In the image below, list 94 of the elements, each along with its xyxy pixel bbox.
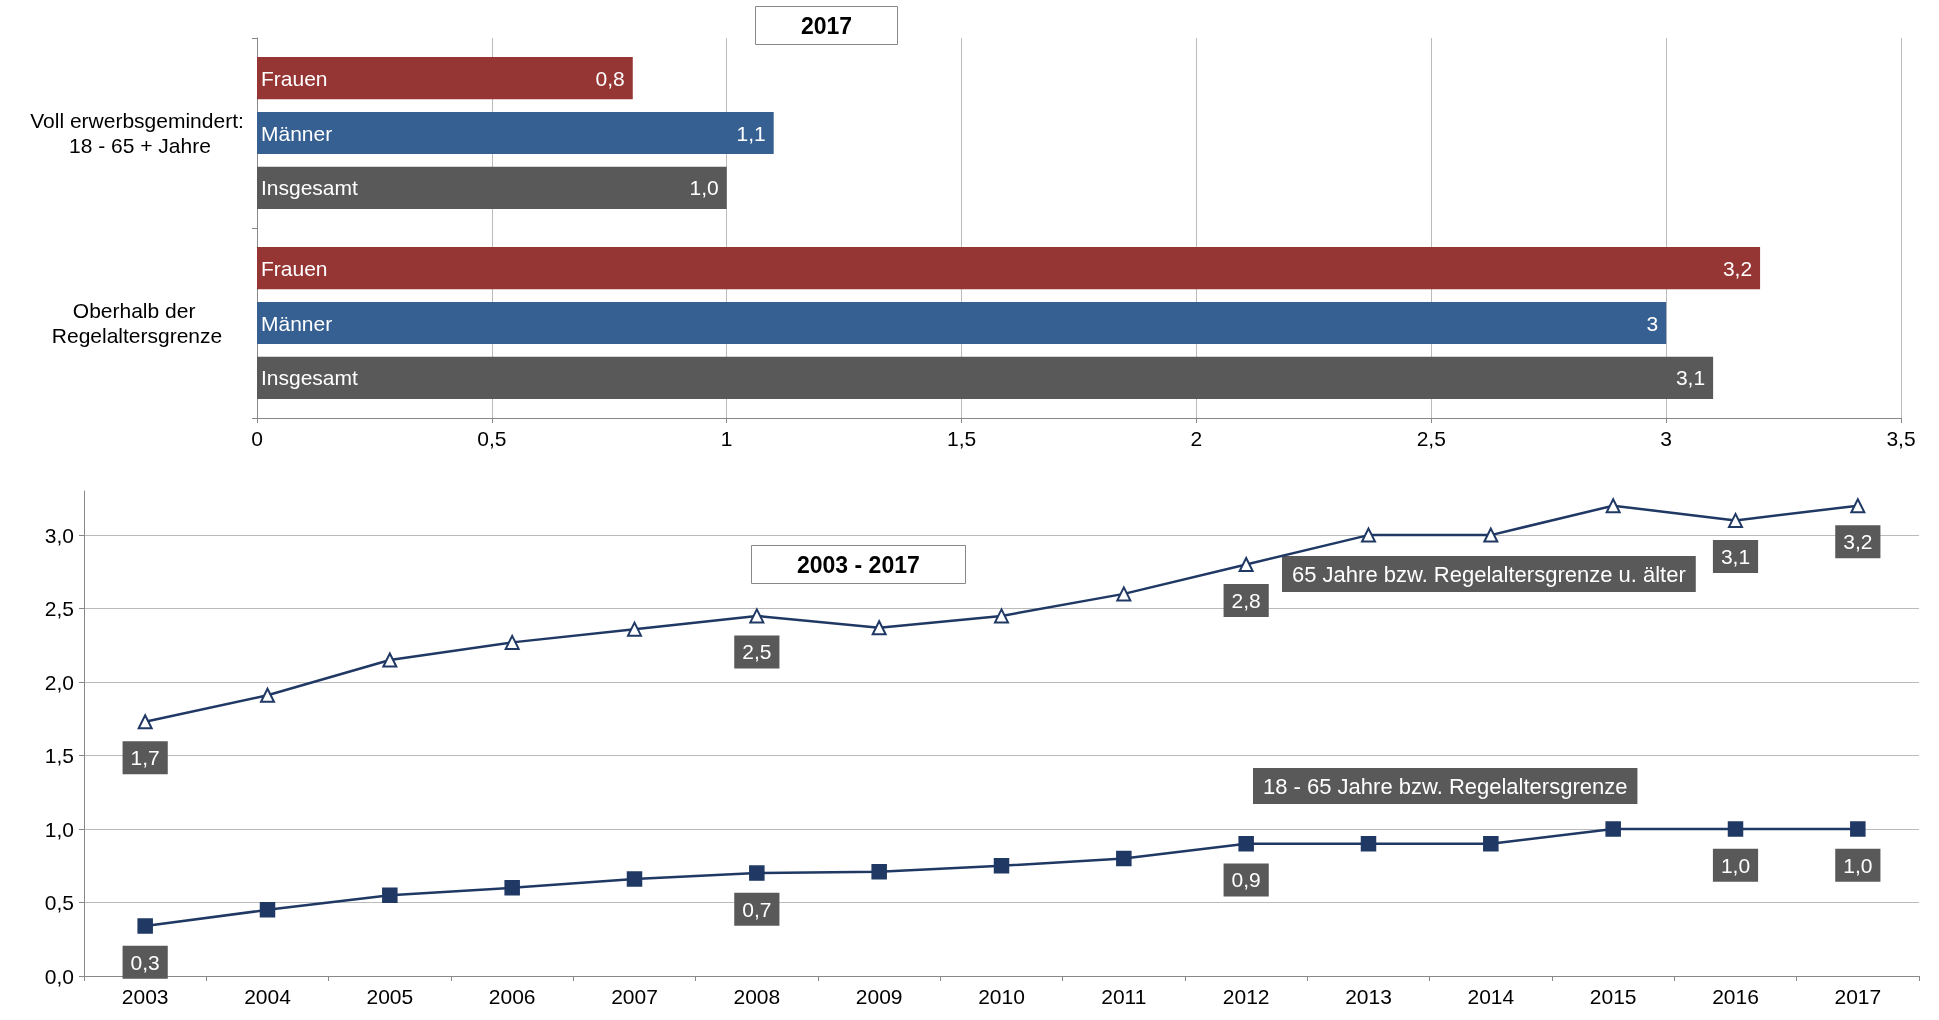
x-tick-label: 2012 <box>1222 985 1270 1008</box>
bar <box>257 356 1714 399</box>
x-tick-label: 2011 <box>1101 985 1147 1008</box>
chart-title: 2017 <box>801 12 853 39</box>
x-tick-label: 3 <box>1660 427 1672 450</box>
bar <box>257 57 633 100</box>
y-tick-label: Voll erwerbsgemindert: 18 - 65 + Jahre <box>30 109 244 157</box>
x-tick-label: 2014 <box>1467 985 1515 1008</box>
data-label: 2,8 <box>1231 588 1261 612</box>
point <box>137 918 153 934</box>
point <box>993 858 1010 874</box>
x-tick-label: 2006 <box>488 985 536 1008</box>
point <box>1360 835 1377 852</box>
x-tick-label: 2,5 <box>1416 427 1446 450</box>
text: Insgesamt <box>261 366 358 390</box>
x-tick-label: 2009 <box>855 985 903 1008</box>
series-label: Frauen <box>261 66 328 90</box>
data-label: 1,0 <box>1720 853 1751 877</box>
y-tick-label: 3,0 <box>44 523 74 547</box>
data-label: 1,0 <box>1843 853 1873 877</box>
point <box>994 608 1009 624</box>
point <box>871 863 887 880</box>
bar <box>257 247 1761 290</box>
point <box>1850 498 1866 514</box>
point <box>137 714 153 730</box>
series-label: 65 Jahre bzw. Regelaltersgrenze u. älter <box>1292 561 1686 587</box>
point <box>626 871 643 887</box>
data-label: 0,8 <box>595 66 625 90</box>
data-label: 3,1 <box>1675 366 1706 390</box>
point <box>627 621 642 637</box>
y-tick-label: 2,5 <box>44 597 74 621</box>
x-tick-label: 1 <box>720 427 733 450</box>
point <box>1727 821 1744 837</box>
data-label: 1,7 <box>130 746 160 770</box>
x-tick-label: 3,5 <box>1886 427 1916 450</box>
point <box>749 865 765 881</box>
data-label: 3,2 <box>1843 530 1873 554</box>
x-tick-label: 2004 <box>244 985 292 1008</box>
point <box>749 608 765 624</box>
data-label: 1,1 <box>736 121 766 145</box>
x-tick-label: 2008 <box>733 985 781 1008</box>
data-label: 1,0 <box>689 176 719 200</box>
x-tick-label: 2 <box>1190 427 1203 450</box>
data-label: 3,2 <box>1722 256 1753 280</box>
point <box>1361 527 1376 543</box>
point <box>1483 835 1499 852</box>
point <box>504 880 520 896</box>
y-tick-label: 1,0 <box>44 817 74 841</box>
y-tick-label: 2,0 <box>44 670 74 694</box>
data-label: 0,7 <box>742 897 772 921</box>
text: Männer <box>261 311 333 335</box>
point <box>259 902 276 918</box>
bar <box>257 111 774 155</box>
text: Frauen <box>261 256 328 280</box>
point <box>504 634 520 650</box>
x-tick-label: 2010 <box>978 985 1025 1008</box>
x-tick-label: 2016 <box>1712 985 1759 1008</box>
data-label: 0,3 <box>130 950 160 974</box>
x-tick-label: 0 <box>251 427 263 450</box>
point <box>1850 821 1866 837</box>
x-tick-label: 2015 <box>1589 985 1637 1008</box>
y-tick-label: 0,0 <box>44 964 74 988</box>
x-tick-label: 1,5 <box>946 427 977 450</box>
y-tick-label: 1,5 <box>44 744 74 768</box>
text: 2003 - 2017 <box>797 551 920 578</box>
y-tick-label: Oberhalb der Regelaltersgrenze <box>51 299 223 347</box>
point <box>382 652 398 668</box>
y-tick-label: 0,5 <box>44 891 74 915</box>
data-label: 3 <box>1646 311 1659 335</box>
series-label: Insgesamt <box>261 176 359 200</box>
point <box>1238 835 1254 852</box>
point <box>1116 850 1132 867</box>
x-tick-label: 0,5 <box>477 427 507 450</box>
x-tick-label: 2007 <box>611 985 658 1008</box>
series-label: Männer <box>261 121 333 145</box>
point <box>1605 821 1621 837</box>
x-tick-label: 2003 <box>121 985 169 1008</box>
data-label: 2,5 <box>742 640 772 664</box>
data-label: 0,9 <box>1231 868 1261 892</box>
series-label: 18 - 65 Jahre bzw. Regelaltersgrenze <box>1263 773 1628 799</box>
point <box>1116 586 1132 602</box>
point <box>382 887 398 903</box>
point <box>1483 527 1499 543</box>
x-tick-label: 2005 <box>366 985 414 1008</box>
point <box>871 620 887 636</box>
point <box>260 687 275 703</box>
data-label: 3,1 <box>1720 544 1751 568</box>
x-tick-label: 2013 <box>1345 985 1392 1008</box>
x-tick-label: 2017 <box>1834 985 1882 1008</box>
bar <box>257 301 1667 345</box>
bar <box>257 166 727 209</box>
point <box>1238 556 1254 572</box>
point <box>1605 498 1621 514</box>
point <box>1728 512 1743 528</box>
